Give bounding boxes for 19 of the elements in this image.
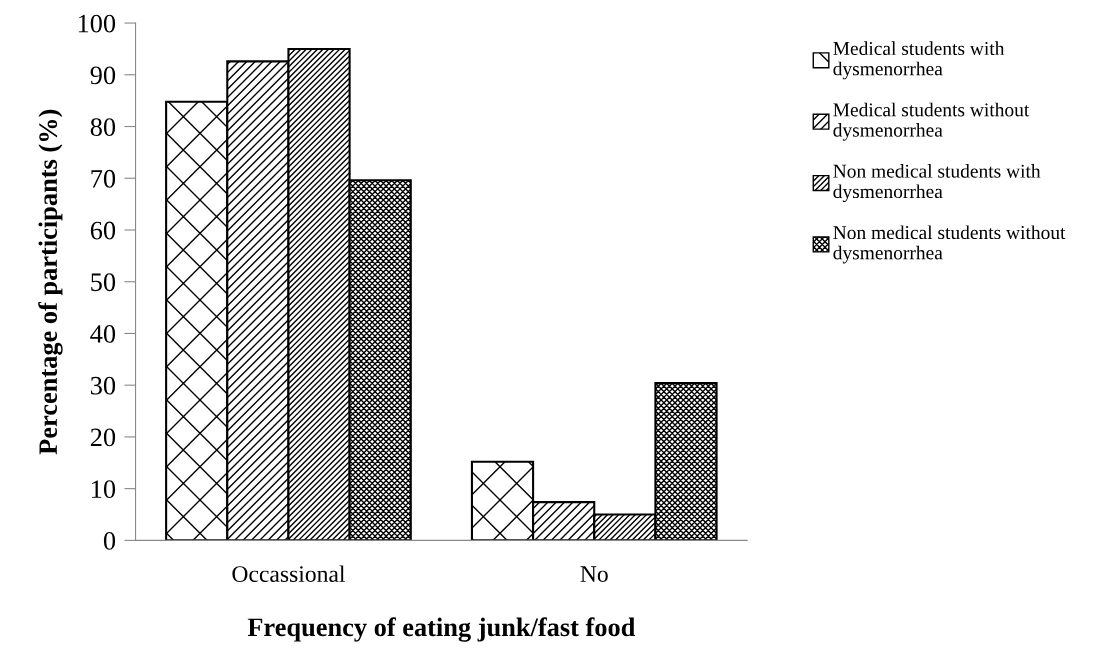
x-axis-title: Frequency of eating junk/fast food bbox=[247, 617, 636, 642]
x-tick-label: Occassional bbox=[232, 565, 346, 582]
y-tick-label: 90 bbox=[90, 66, 116, 85]
y-tick-label: 80 bbox=[90, 118, 116, 136]
x-tick-label: No bbox=[580, 566, 608, 582]
legend-label: Medical students without dysmenorrhea bbox=[833, 102, 1030, 141]
y-tick-label: 20 bbox=[90, 428, 116, 447]
y-tick-label: 70 bbox=[91, 169, 116, 188]
y-tick-label: 60 bbox=[90, 221, 116, 240]
y-tick-label: 40 bbox=[90, 325, 116, 343]
y-tick-label: 10 bbox=[92, 480, 116, 499]
legend-label: Non medical students with dysmenorrhea bbox=[833, 164, 1041, 203]
legend-label: Non medical students without dysmenorrhea bbox=[833, 225, 1066, 264]
y-tick-label: 50 bbox=[91, 273, 116, 292]
y-tick-label: 100 bbox=[78, 14, 116, 33]
y-tick-label: 0 bbox=[103, 531, 116, 550]
legend-label: Medical students with dysmenorrhea bbox=[833, 41, 1005, 80]
y-tick-label: 30 bbox=[90, 376, 116, 395]
y-axis-title: Percentage of participants (%) bbox=[38, 109, 63, 455]
